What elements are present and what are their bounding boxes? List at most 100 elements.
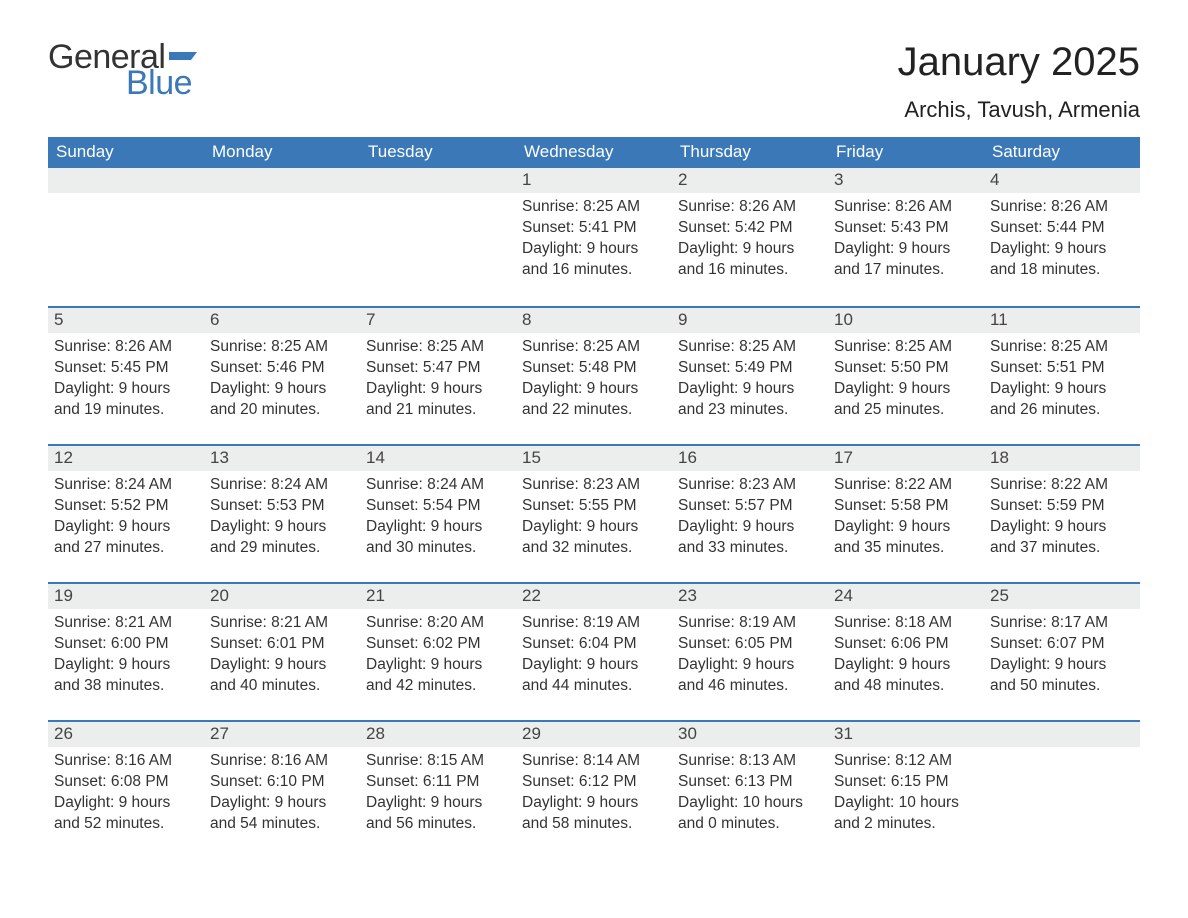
- week-row: 1Sunrise: 8:25 AMSunset: 5:41 PMDaylight…: [48, 168, 1140, 306]
- day-cell: 14Sunrise: 8:24 AMSunset: 5:54 PMDayligh…: [360, 446, 516, 582]
- daylight-line: Daylight: 9 hours and 37 minutes.: [990, 517, 1134, 559]
- day-number: 5: [48, 308, 204, 333]
- sunset-line: Sunset: 5:42 PM: [678, 218, 822, 239]
- dow-cell: Tuesday: [360, 137, 516, 168]
- day-body: [360, 193, 516, 203]
- daylight-line: Daylight: 9 hours and 23 minutes.: [678, 379, 822, 421]
- day-body: Sunrise: 8:25 AMSunset: 5:51 PMDaylight:…: [984, 333, 1140, 427]
- day-cell: 31Sunrise: 8:12 AMSunset: 6:15 PMDayligh…: [828, 722, 984, 858]
- day-number: 28: [360, 722, 516, 747]
- sunset-line: Sunset: 6:01 PM: [210, 634, 354, 655]
- day-number: [360, 168, 516, 193]
- daylight-line: Daylight: 10 hours and 2 minutes.: [834, 793, 978, 835]
- day-number: 29: [516, 722, 672, 747]
- day-number: 1: [516, 168, 672, 193]
- sunset-line: Sunset: 6:00 PM: [54, 634, 198, 655]
- day-number: 16: [672, 446, 828, 471]
- day-body: Sunrise: 8:21 AMSunset: 6:01 PMDaylight:…: [204, 609, 360, 703]
- day-number: 3: [828, 168, 984, 193]
- day-number: 10: [828, 308, 984, 333]
- day-number: 24: [828, 584, 984, 609]
- daylight-line: Daylight: 9 hours and 58 minutes.: [522, 793, 666, 835]
- day-cell: 29Sunrise: 8:14 AMSunset: 6:12 PMDayligh…: [516, 722, 672, 858]
- sunrise-line: Sunrise: 8:25 AM: [678, 337, 822, 358]
- sunrise-line: Sunrise: 8:16 AM: [210, 751, 354, 772]
- header: General Blue January 2025 Archis, Tavush…: [48, 40, 1140, 123]
- day-cell: 22Sunrise: 8:19 AMSunset: 6:04 PMDayligh…: [516, 584, 672, 720]
- day-body: Sunrise: 8:24 AMSunset: 5:53 PMDaylight:…: [204, 471, 360, 565]
- dow-cell: Wednesday: [516, 137, 672, 168]
- day-number: 13: [204, 446, 360, 471]
- day-body: Sunrise: 8:24 AMSunset: 5:54 PMDaylight:…: [360, 471, 516, 565]
- sunrise-line: Sunrise: 8:17 AM: [990, 613, 1134, 634]
- day-cell: 5Sunrise: 8:26 AMSunset: 5:45 PMDaylight…: [48, 308, 204, 444]
- day-cell: 4Sunrise: 8:26 AMSunset: 5:44 PMDaylight…: [984, 168, 1140, 306]
- sunset-line: Sunset: 5:55 PM: [522, 496, 666, 517]
- day-number: 2: [672, 168, 828, 193]
- day-cell: 19Sunrise: 8:21 AMSunset: 6:00 PMDayligh…: [48, 584, 204, 720]
- sunrise-line: Sunrise: 8:21 AM: [210, 613, 354, 634]
- daylight-line: Daylight: 9 hours and 19 minutes.: [54, 379, 198, 421]
- day-body: Sunrise: 8:15 AMSunset: 6:11 PMDaylight:…: [360, 747, 516, 841]
- day-number: 12: [48, 446, 204, 471]
- day-body: Sunrise: 8:18 AMSunset: 6:06 PMDaylight:…: [828, 609, 984, 703]
- dow-cell: Monday: [204, 137, 360, 168]
- dow-cell: Sunday: [48, 137, 204, 168]
- daylight-line: Daylight: 9 hours and 18 minutes.: [990, 239, 1134, 281]
- sunset-line: Sunset: 6:12 PM: [522, 772, 666, 793]
- dow-cell: Saturday: [984, 137, 1140, 168]
- sunrise-line: Sunrise: 8:24 AM: [54, 475, 198, 496]
- sunset-line: Sunset: 5:53 PM: [210, 496, 354, 517]
- sunrise-line: Sunrise: 8:24 AM: [366, 475, 510, 496]
- day-cell: 26Sunrise: 8:16 AMSunset: 6:08 PMDayligh…: [48, 722, 204, 858]
- sunrise-line: Sunrise: 8:15 AM: [366, 751, 510, 772]
- sunset-line: Sunset: 5:52 PM: [54, 496, 198, 517]
- logo: General Blue: [48, 40, 199, 100]
- daylight-line: Daylight: 9 hours and 44 minutes.: [522, 655, 666, 697]
- day-body: Sunrise: 8:22 AMSunset: 5:58 PMDaylight:…: [828, 471, 984, 565]
- day-body: Sunrise: 8:14 AMSunset: 6:12 PMDaylight:…: [516, 747, 672, 841]
- day-cell: 2Sunrise: 8:26 AMSunset: 5:42 PMDaylight…: [672, 168, 828, 306]
- week-row: 19Sunrise: 8:21 AMSunset: 6:00 PMDayligh…: [48, 582, 1140, 720]
- sunset-line: Sunset: 6:08 PM: [54, 772, 198, 793]
- sunrise-line: Sunrise: 8:26 AM: [834, 197, 978, 218]
- day-cell: [360, 168, 516, 306]
- sunset-line: Sunset: 5:46 PM: [210, 358, 354, 379]
- sunrise-line: Sunrise: 8:23 AM: [522, 475, 666, 496]
- sunset-line: Sunset: 6:15 PM: [834, 772, 978, 793]
- day-cell: 8Sunrise: 8:25 AMSunset: 5:48 PMDaylight…: [516, 308, 672, 444]
- day-body: Sunrise: 8:19 AMSunset: 6:05 PMDaylight:…: [672, 609, 828, 703]
- sunset-line: Sunset: 5:50 PM: [834, 358, 978, 379]
- day-body: Sunrise: 8:25 AMSunset: 5:48 PMDaylight:…: [516, 333, 672, 427]
- day-number: 31: [828, 722, 984, 747]
- daylight-line: Daylight: 9 hours and 46 minutes.: [678, 655, 822, 697]
- daylight-line: Daylight: 9 hours and 38 minutes.: [54, 655, 198, 697]
- day-cell: 24Sunrise: 8:18 AMSunset: 6:06 PMDayligh…: [828, 584, 984, 720]
- sunset-line: Sunset: 6:13 PM: [678, 772, 822, 793]
- sunrise-line: Sunrise: 8:25 AM: [990, 337, 1134, 358]
- day-body: Sunrise: 8:26 AMSunset: 5:42 PMDaylight:…: [672, 193, 828, 287]
- daylight-line: Daylight: 9 hours and 52 minutes.: [54, 793, 198, 835]
- day-cell: 6Sunrise: 8:25 AMSunset: 5:46 PMDaylight…: [204, 308, 360, 444]
- dow-cell: Thursday: [672, 137, 828, 168]
- daylight-line: Daylight: 9 hours and 16 minutes.: [522, 239, 666, 281]
- sunset-line: Sunset: 6:07 PM: [990, 634, 1134, 655]
- sunrise-line: Sunrise: 8:25 AM: [522, 337, 666, 358]
- sunrise-line: Sunrise: 8:18 AM: [834, 613, 978, 634]
- day-body: Sunrise: 8:16 AMSunset: 6:08 PMDaylight:…: [48, 747, 204, 841]
- sunrise-line: Sunrise: 8:22 AM: [834, 475, 978, 496]
- week-row: 5Sunrise: 8:26 AMSunset: 5:45 PMDaylight…: [48, 306, 1140, 444]
- day-body: Sunrise: 8:20 AMSunset: 6:02 PMDaylight:…: [360, 609, 516, 703]
- day-cell: 11Sunrise: 8:25 AMSunset: 5:51 PMDayligh…: [984, 308, 1140, 444]
- daylight-line: Daylight: 9 hours and 54 minutes.: [210, 793, 354, 835]
- daylight-line: Daylight: 9 hours and 17 minutes.: [834, 239, 978, 281]
- day-body: Sunrise: 8:22 AMSunset: 5:59 PMDaylight:…: [984, 471, 1140, 565]
- day-number: 18: [984, 446, 1140, 471]
- day-number: 17: [828, 446, 984, 471]
- day-body: Sunrise: 8:23 AMSunset: 5:57 PMDaylight:…: [672, 471, 828, 565]
- day-body: Sunrise: 8:25 AMSunset: 5:50 PMDaylight:…: [828, 333, 984, 427]
- day-number: 27: [204, 722, 360, 747]
- sunset-line: Sunset: 5:59 PM: [990, 496, 1134, 517]
- day-cell: 15Sunrise: 8:23 AMSunset: 5:55 PMDayligh…: [516, 446, 672, 582]
- day-number: 21: [360, 584, 516, 609]
